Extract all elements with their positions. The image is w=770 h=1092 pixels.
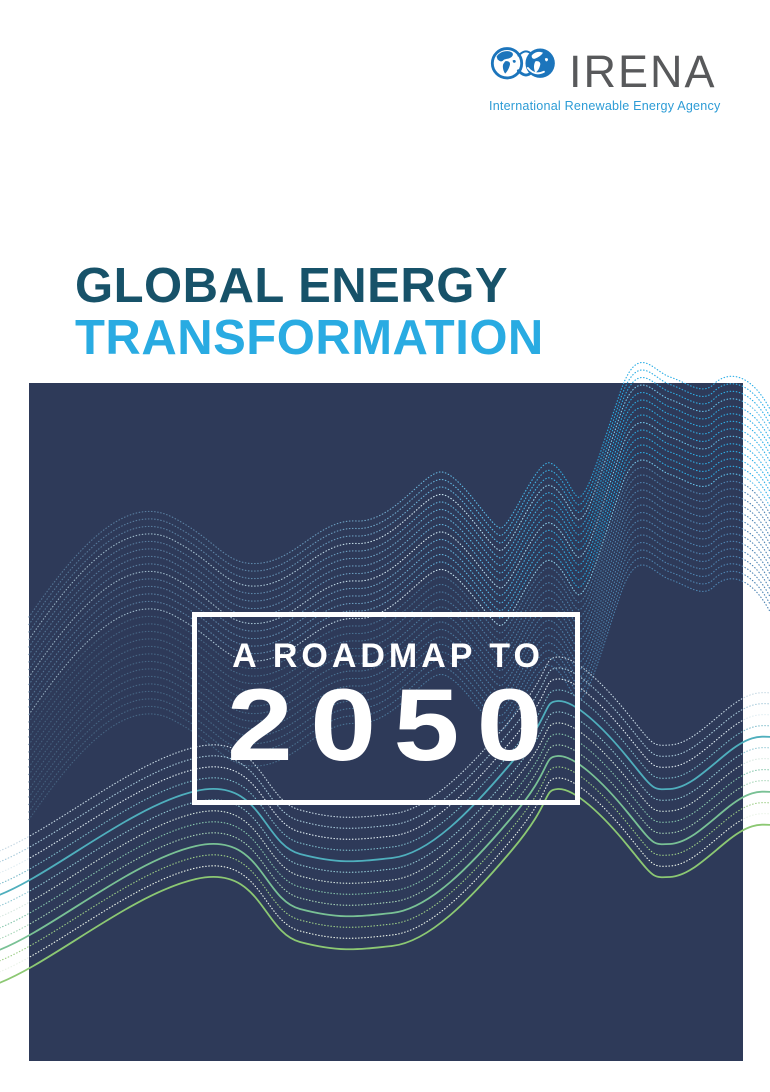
report-title: GLOBAL ENERGY TRANSFORMATION [75, 260, 544, 364]
irena-wordmark: IRENA [569, 46, 717, 97]
irena-tagline: International Renewable Energy Agency [489, 99, 721, 113]
irena-double-globe-infinity-icon [490, 47, 555, 80]
title-line-2: TRANSFORMATION [75, 311, 544, 365]
title-line-1: GLOBAL ENERGY [75, 259, 509, 313]
irena-logo: IRENA International Renewable Energy Age… [489, 38, 725, 113]
roadmap-badge: A ROADMAP TO 2050 [192, 612, 580, 805]
roadmap-badge-year: 2050 [227, 667, 560, 782]
